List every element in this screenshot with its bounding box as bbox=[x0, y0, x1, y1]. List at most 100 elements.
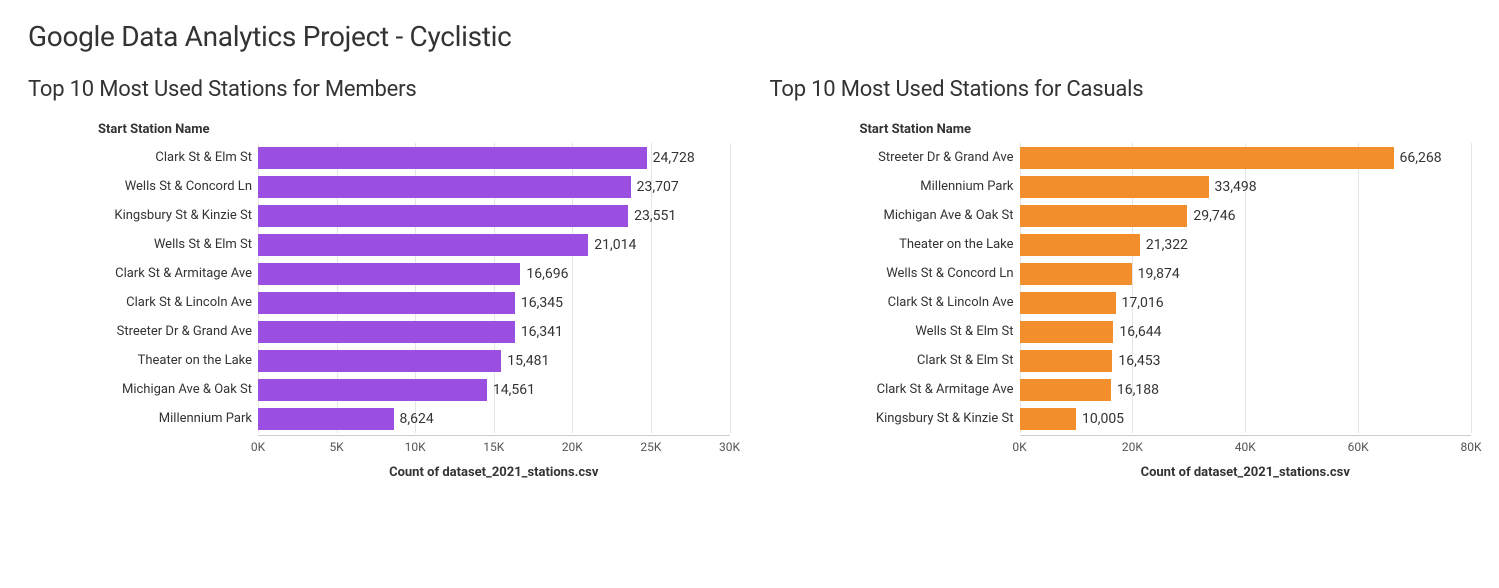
casuals-row: Michigan Ave & Oak St29,746 bbox=[770, 201, 1472, 230]
casuals-x-tick: 80K bbox=[1460, 440, 1481, 454]
members-row: Clark St & Armitage Ave 16,696 bbox=[28, 259, 730, 288]
members-bar-track: 16,345 bbox=[258, 288, 730, 317]
casuals-bar bbox=[1020, 263, 1132, 285]
members-category-label: Kingsbury St & Kinzie St bbox=[28, 208, 258, 223]
casuals-row: Millennium Park33,498 bbox=[770, 172, 1472, 201]
casuals-row: Streeter Dr & Grand Ave66,268 bbox=[770, 143, 1472, 172]
members-bar-track: 16,696 bbox=[258, 259, 730, 288]
members-bar-track: 16,341 bbox=[258, 317, 730, 346]
members-bar-value: 8,624 bbox=[394, 411, 434, 427]
casuals-x-tick: 20K bbox=[1122, 440, 1143, 454]
chart-casuals-y-label: Start Station Name bbox=[770, 122, 1472, 137]
casuals-bar-value: 16,188 bbox=[1111, 382, 1159, 398]
chart-casuals-x-axis: 0K20K40K60K80K bbox=[770, 435, 1472, 459]
members-category-label: Clark St & Armitage Ave bbox=[28, 266, 258, 281]
casuals-row: Wells St & Concord Ln 19,874 bbox=[770, 259, 1472, 288]
members-category-label: Theater on the Lake bbox=[28, 353, 258, 368]
casuals-bar-track: 21,322 bbox=[1020, 230, 1472, 259]
members-bar bbox=[258, 176, 631, 198]
casuals-category-label: Clark St & Elm St bbox=[770, 353, 1020, 368]
members-bar-track: 14,561 bbox=[258, 375, 730, 404]
page-title: Google Data Analytics Project - Cyclisti… bbox=[28, 20, 1471, 53]
members-x-tick: 5K bbox=[329, 440, 343, 454]
casuals-bar-value: 21,322 bbox=[1140, 237, 1188, 253]
casuals-bar-track: 29,746 bbox=[1020, 201, 1472, 230]
casuals-row: Wells St & Elm St 16,644 bbox=[770, 317, 1472, 346]
casuals-row: Clark St & Armitage Ave 16,188 bbox=[770, 375, 1472, 404]
casuals-category-label: Millennium Park bbox=[770, 179, 1020, 194]
casuals-bar-track: 10,005 bbox=[1020, 404, 1472, 433]
casuals-bar-track: 16,188 bbox=[1020, 375, 1472, 404]
casuals-bar-value: 17,016 bbox=[1116, 295, 1164, 311]
casuals-bar-value: 66,268 bbox=[1394, 150, 1442, 166]
members-bar bbox=[258, 234, 588, 256]
members-category-label: Wells St & Elm St bbox=[28, 237, 258, 252]
members-bar-value: 14,561 bbox=[487, 382, 535, 398]
chart-casuals-title: Top 10 Most Used Stations for Casuals bbox=[770, 77, 1472, 102]
members-category-label: Michigan Ave & Oak St bbox=[28, 382, 258, 397]
members-bar bbox=[258, 292, 515, 314]
members-bar bbox=[258, 147, 647, 169]
members-bar bbox=[258, 350, 501, 372]
members-category-label: Wells St & Concord Ln bbox=[28, 179, 258, 194]
members-bar-track: 24,728 bbox=[258, 143, 730, 172]
chart-casuals-x-label: Count of dataset_2021_stations.csv bbox=[770, 465, 1472, 480]
casuals-bar bbox=[1020, 176, 1209, 198]
casuals-row: Theater on the Lake21,322 bbox=[770, 230, 1472, 259]
members-x-tick: 10K bbox=[405, 440, 426, 454]
casuals-x-tick: 0K bbox=[1012, 440, 1026, 454]
casuals-category-label: Wells St & Elm St bbox=[770, 324, 1020, 339]
members-bar-value: 15,481 bbox=[501, 353, 549, 369]
members-bar-value: 16,341 bbox=[515, 324, 563, 340]
members-bar-value: 16,345 bbox=[515, 295, 563, 311]
casuals-category-label: Clark St & Armitage Ave bbox=[770, 382, 1020, 397]
members-category-label: Clark St & Lincoln Ave bbox=[28, 295, 258, 310]
members-row: Wells St & Elm St 21,014 bbox=[28, 230, 730, 259]
casuals-row: Clark St & Lincoln Ave 17,016 bbox=[770, 288, 1472, 317]
casuals-x-tick: 60K bbox=[1348, 440, 1369, 454]
members-bar-track: 23,551 bbox=[258, 201, 730, 230]
members-bar-value: 16,696 bbox=[520, 266, 568, 282]
casuals-bar bbox=[1020, 205, 1188, 227]
members-row: Theater on the Lake 15,481 bbox=[28, 346, 730, 375]
casuals-bar-value: 19,874 bbox=[1132, 266, 1180, 282]
casuals-bar-value: 16,453 bbox=[1112, 353, 1160, 369]
casuals-bar bbox=[1020, 408, 1076, 430]
casuals-category-label: Michigan Ave & Oak St bbox=[770, 208, 1020, 223]
casuals-row: Kingsbury St & Kinzie St 10,005 bbox=[770, 404, 1472, 433]
casuals-bar bbox=[1020, 234, 1140, 256]
chart-members-y-label: Start Station Name bbox=[28, 122, 730, 137]
members-bar bbox=[258, 408, 394, 430]
casuals-x-tick: 40K bbox=[1235, 440, 1256, 454]
members-x-tick: 20K bbox=[562, 440, 583, 454]
members-category-label: Millennium Park bbox=[28, 411, 258, 426]
casuals-bar bbox=[1020, 379, 1111, 401]
members-bar bbox=[258, 205, 628, 227]
members-bar-value: 21,014 bbox=[588, 237, 636, 253]
members-x-tick: 15K bbox=[483, 440, 504, 454]
members-row: Streeter Dr & Grand Ave 16,341 bbox=[28, 317, 730, 346]
casuals-bar-track: 17,016 bbox=[1020, 288, 1472, 317]
members-row: Wells St & Concord Ln23,707 bbox=[28, 172, 730, 201]
casuals-bar-track: 33,498 bbox=[1020, 172, 1472, 201]
chart-casuals-plot: Streeter Dr & Grand Ave66,268Millennium … bbox=[770, 143, 1472, 433]
casuals-bar bbox=[1020, 147, 1394, 169]
casuals-bar-track: 19,874 bbox=[1020, 259, 1472, 288]
members-x-tick: 30K bbox=[719, 440, 740, 454]
members-category-label: Clark St & Elm St bbox=[28, 150, 258, 165]
casuals-bar-value: 10,005 bbox=[1076, 411, 1124, 427]
casuals-bar-track: 16,644 bbox=[1020, 317, 1472, 346]
chart-casuals: Top 10 Most Used Stations for Casuals St… bbox=[770, 77, 1472, 480]
casuals-row: Clark St & Elm St 16,453 bbox=[770, 346, 1472, 375]
members-row: Michigan Ave & Oak St 14,561 bbox=[28, 375, 730, 404]
casuals-bar-value: 16,644 bbox=[1113, 324, 1161, 340]
members-bar-value: 24,728 bbox=[647, 150, 695, 166]
chart-members-x-axis: 0K5K10K15K20K25K30K bbox=[28, 435, 730, 459]
casuals-category-label: Kingsbury St & Kinzie St bbox=[770, 411, 1020, 426]
members-category-label: Streeter Dr & Grand Ave bbox=[28, 324, 258, 339]
members-row: Kingsbury St & Kinzie St23,551 bbox=[28, 201, 730, 230]
casuals-category-label: Clark St & Lincoln Ave bbox=[770, 295, 1020, 310]
members-bar-track: 21,014 bbox=[258, 230, 730, 259]
members-row: Clark St & Elm St 24,728 bbox=[28, 143, 730, 172]
casuals-category-label: Wells St & Concord Ln bbox=[770, 266, 1020, 281]
